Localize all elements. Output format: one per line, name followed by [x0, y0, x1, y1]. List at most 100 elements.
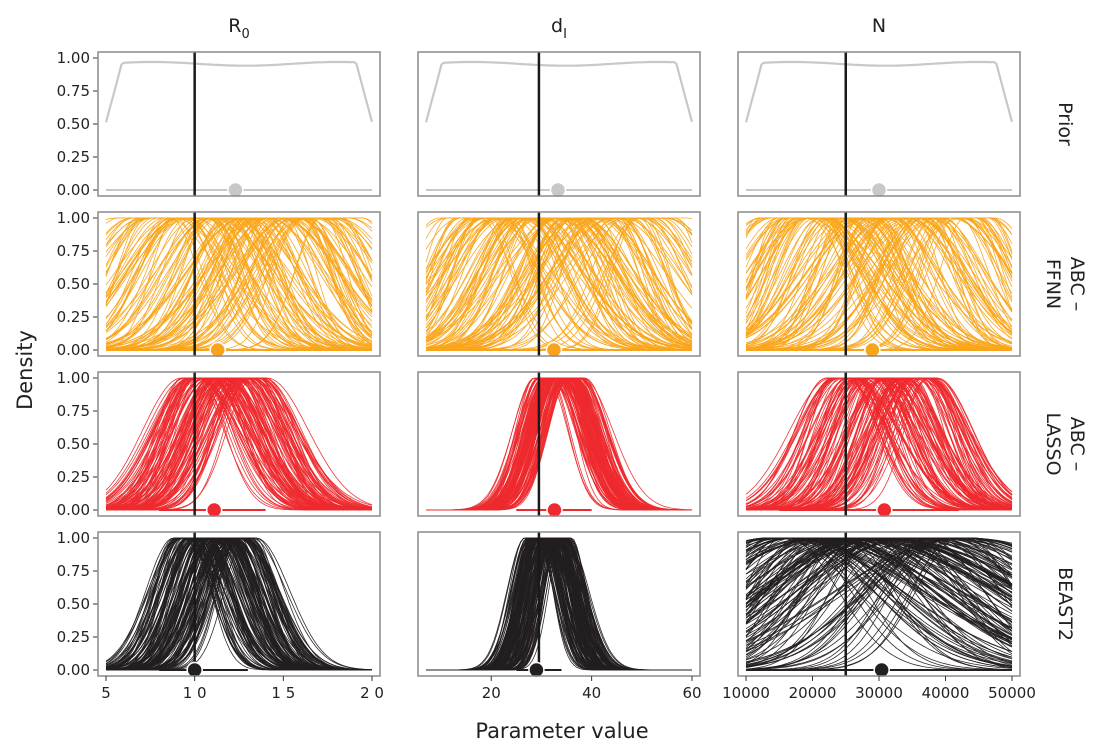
density-curve	[745, 217, 1012, 351]
density-curve	[105, 377, 372, 511]
panel-frame	[417, 531, 701, 677]
x-tick-label: 1 0	[183, 684, 207, 702]
density-curve	[426, 217, 693, 351]
density-curve	[745, 377, 1013, 511]
density-curve	[106, 377, 372, 511]
x-tick-label: 5	[101, 684, 111, 702]
density-curve	[105, 377, 373, 511]
y-tick-label: 0.75	[57, 562, 90, 580]
density-curve	[745, 217, 1013, 351]
point-estimate-dot	[870, 181, 888, 199]
density-curves	[426, 537, 692, 671]
panel-3-1	[417, 531, 701, 679]
density-curve	[104, 60, 374, 123]
density-curve	[105, 217, 373, 351]
panel-0-1	[417, 51, 701, 199]
row-title-line: FFNN	[1042, 259, 1064, 309]
row-title-line: ABC –	[1066, 417, 1088, 472]
x-tick-label: 30000	[855, 684, 903, 702]
density-curve	[745, 537, 1013, 615]
density-curve	[106, 217, 373, 350]
density-curve	[106, 537, 372, 671]
x-tick-label: 20000	[789, 684, 837, 702]
density-curve	[426, 377, 692, 511]
y-tick-label: 0.25	[57, 468, 90, 486]
panel-1-2	[737, 211, 1021, 359]
y-tick-label: 0.25	[57, 628, 90, 646]
x-tick-label: 1 5	[271, 684, 295, 702]
density-curve	[745, 537, 1013, 670]
density-curves	[424, 60, 694, 123]
point-estimate-dot	[209, 341, 226, 359]
column-title-0: R0	[228, 15, 249, 42]
panel-frame	[97, 51, 381, 197]
density-curves	[104, 60, 374, 123]
density-curve	[745, 217, 1013, 350]
y-tick-label: 0.50	[57, 275, 90, 293]
row-title-3: BEAST2	[1054, 567, 1076, 641]
density-curve	[745, 217, 1013, 350]
density-curves	[425, 217, 693, 351]
panel-1-0	[97, 211, 381, 359]
density-curve	[745, 217, 1013, 349]
y-tick-label: 1.00	[57, 209, 90, 227]
y-tick-label: 0.00	[57, 341, 90, 359]
point-estimate-dot	[227, 181, 244, 199]
row-title-1: ABC –FFNN	[1042, 257, 1088, 312]
density-curve	[105, 217, 373, 350]
x-tick-label: 2 0	[360, 684, 384, 702]
density-curve	[745, 537, 1013, 641]
column-title-2: N	[872, 15, 886, 37]
y-tick-label: 0.25	[57, 308, 90, 326]
panel-1-1	[417, 211, 701, 359]
point-estimate-dot	[205, 501, 223, 519]
y-tick-label: 0.00	[57, 181, 90, 199]
x-tick-label: 10000	[722, 684, 770, 702]
density-curve	[745, 537, 1013, 599]
density-curve	[425, 217, 693, 350]
density-curve	[745, 217, 1013, 349]
density-curve	[745, 377, 1013, 510]
density-curve	[105, 377, 373, 511]
density-curve	[105, 377, 372, 511]
y-tick-label: 0.25	[57, 148, 90, 166]
density-curve	[426, 217, 693, 351]
density-curves	[745, 217, 1013, 351]
point-estimate-dot	[549, 181, 567, 199]
y-axis-title: Density	[13, 330, 37, 410]
point-estimate-dot	[864, 341, 881, 359]
density-curve	[745, 537, 1013, 671]
density-curve	[745, 217, 1012, 351]
density-curve	[745, 537, 1013, 666]
density-curve	[426, 537, 692, 671]
density-curve	[425, 217, 693, 351]
density-curves	[105, 377, 373, 511]
panel-2-0	[97, 371, 381, 519]
y-tick-label: 0.00	[57, 661, 90, 679]
density-curve	[745, 537, 1013, 659]
density-curves	[744, 60, 1014, 123]
panel-frame	[417, 371, 701, 517]
density-curve	[745, 537, 1013, 665]
density-curves	[426, 377, 693, 511]
y-tick-label: 0.75	[57, 242, 90, 260]
density-curves	[105, 217, 373, 351]
point-estimate-dot	[873, 661, 890, 679]
density-curve	[745, 537, 1013, 636]
point-estimate-dot	[545, 341, 563, 359]
density-curve	[105, 377, 372, 511]
density-curve	[425, 217, 692, 351]
panel-0-2	[737, 51, 1021, 199]
row-title-line: Prior	[1054, 102, 1076, 146]
panel-3-0	[97, 531, 381, 679]
density-curves	[745, 377, 1013, 511]
row-title-2: ABC –LASSO	[1042, 412, 1088, 475]
density-curve	[745, 537, 1013, 620]
row-title-line: ABC –	[1066, 257, 1088, 312]
point-estimate-dot	[876, 501, 893, 519]
density-curve	[745, 217, 1013, 350]
y-tick-label: 0.50	[57, 115, 90, 133]
y-tick-label: 0.75	[57, 82, 90, 100]
